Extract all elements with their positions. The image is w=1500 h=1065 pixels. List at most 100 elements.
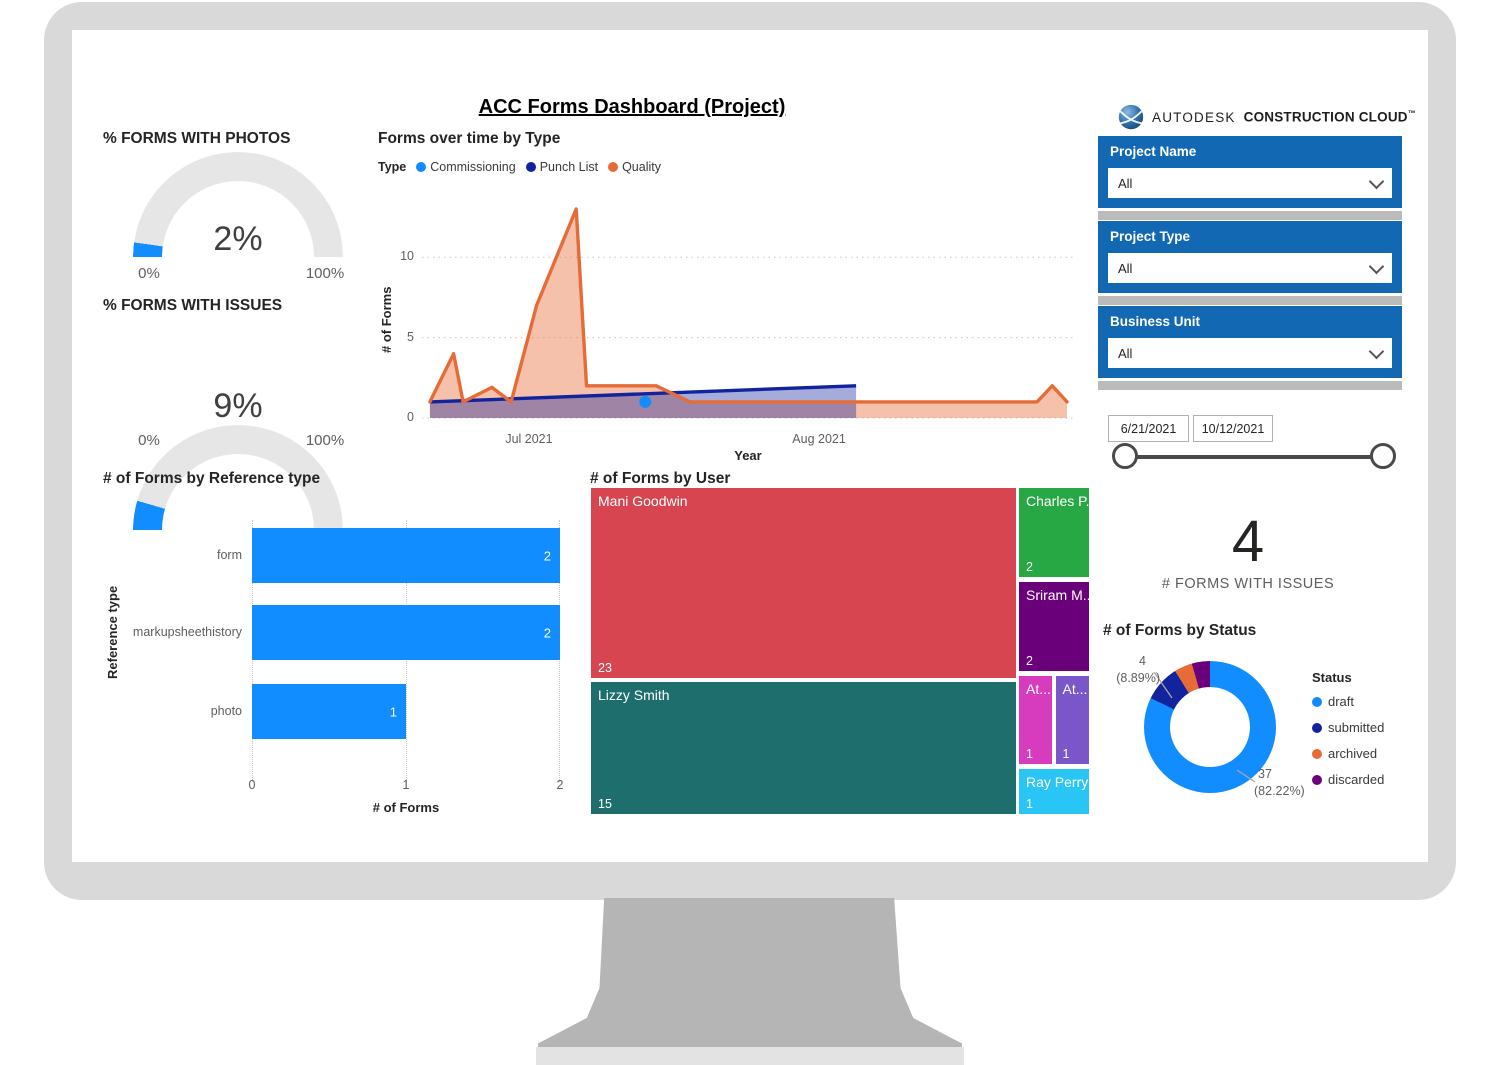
- gauge-photos-min: 0%: [138, 265, 160, 282]
- kpi-label: # FORMS WITH ISSUES: [1161, 576, 1335, 592]
- x-tick-jul-2021: Jul 2021: [505, 432, 553, 446]
- gauge-issues-min: 0%: [138, 432, 160, 449]
- treemap-tile-charles-p[interactable]: Charles P... 2: [1018, 487, 1090, 578]
- chevron-down-icon: [1368, 258, 1385, 274]
- treemap-tile-ray-perry[interactable]: Ray Perry 1: [1018, 768, 1090, 815]
- donut-callout-draft-pct: (82.22%): [1254, 784, 1305, 798]
- legend-item-archived[interactable]: archived: [1312, 746, 1384, 761]
- bar-photo[interactable]: 1: [252, 684, 406, 739]
- y-tick-5: 5: [407, 329, 414, 344]
- treemap-title: # of Forms by User: [590, 470, 731, 487]
- treemap-tile-at[interactable]: At... 1: [1018, 675, 1053, 766]
- tile-value: 1: [1026, 796, 1033, 811]
- legend-dot: [608, 162, 619, 172]
- treemap-tile-mani-goodwin[interactable]: Mani Goodwin 23: [590, 487, 1017, 679]
- legend-dot: [1312, 774, 1322, 785]
- legend-item-quality[interactable]: Quality: [608, 160, 661, 174]
- line-chart-xlabel: Year: [734, 448, 762, 463]
- tile-value: 23: [598, 660, 612, 675]
- card-shadow: [1098, 296, 1402, 305]
- bar-xtick-2: 2: [556, 778, 564, 792]
- tile-name: Ray Perry: [1026, 774, 1089, 791]
- treemap-forms-by-user[interactable]: Mani Goodwin 23 Lizzy Smith 15 Charles P... 2…: [590, 487, 1090, 815]
- slicer-label: Project Type: [1110, 229, 1191, 244]
- treemap-tile-at[interactable]: At... 1: [1054, 675, 1090, 766]
- monitor-stand-base: [536, 1047, 964, 1065]
- dropdown-value: All: [1118, 260, 1133, 276]
- gauge-photos-max: 100%: [305, 265, 345, 282]
- tile-value: 1: [1062, 747, 1070, 762]
- tile-value: 1: [1026, 747, 1033, 762]
- date-slider-handle-end[interactable]: [1370, 443, 1396, 469]
- legend-item-draft[interactable]: draft: [1312, 694, 1384, 709]
- trademark: ™: [1407, 109, 1416, 119]
- y-tick-10: 10: [400, 249, 414, 264]
- donut-callout-draft-value: 37: [1258, 767, 1272, 781]
- tile-name: At...: [1026, 681, 1051, 698]
- legend-item-discarded[interactable]: discarded: [1312, 772, 1384, 787]
- date-slider-handle-start[interactable]: [1112, 443, 1138, 469]
- bar-chart-title: # of Forms by Reference type: [103, 470, 321, 487]
- donut-chart-title: # of Forms by Status: [1103, 622, 1257, 639]
- bar-category-photo: photo: [210, 704, 242, 718]
- bar-chart-plot[interactable]: 2 2 1: [252, 520, 560, 782]
- slicer-label: Project Name: [1110, 144, 1197, 159]
- dropdown-value: All: [1118, 345, 1133, 361]
- line-chart-title: Forms over time by Type: [378, 130, 561, 147]
- bar-chart-xlabel: # of Forms: [372, 800, 440, 815]
- y-tick-0: 0: [407, 410, 414, 424]
- tile-name: Mani Goodwin: [598, 493, 688, 509]
- tile-value: 15: [598, 796, 612, 811]
- slicer-label: Business Unit: [1110, 314, 1201, 329]
- line-chart-legend: Type Commissioning Punch List Quality: [378, 160, 661, 174]
- tile-name: Charles P...: [1026, 493, 1090, 509]
- tile-value: 2: [1026, 653, 1033, 668]
- legend-dot: [1312, 722, 1322, 733]
- card-shadow: [1098, 211, 1402, 220]
- legend-item-submitted[interactable]: submitted: [1312, 720, 1384, 735]
- bar-form[interactable]: 2: [252, 528, 560, 583]
- monitor-stand-neck: [538, 898, 962, 1048]
- tile-value: 2: [1026, 559, 1033, 574]
- bar-chart-ylabel: Reference type: [105, 585, 120, 680]
- dashboard-screen: ACC Forms Dashboard (Project) % FORMS WI…: [72, 30, 1428, 862]
- gauge-photos-title: % FORMS WITH PHOTOS: [103, 130, 291, 147]
- legend-dot: [1312, 696, 1322, 707]
- page-title: ACC Forms Dashboard (Project): [478, 96, 786, 118]
- chevron-down-icon: [1368, 173, 1385, 189]
- date-end-input[interactable]: 10/12/2021: [1193, 415, 1273, 442]
- gauge-issues-value: 9%: [213, 387, 263, 425]
- treemap-tile-sriram-m[interactable]: Sriram M... 2: [1018, 581, 1090, 672]
- donut-callout-lines: [1153, 671, 1256, 783]
- project-name-dropdown[interactable]: All: [1108, 168, 1392, 198]
- gauge-issues-max: 100%: [305, 432, 345, 449]
- logo-brand: AUTODESK: [1152, 109, 1236, 125]
- slicer-project-type: Project Type All: [1098, 221, 1402, 293]
- treemap-tile-lizzy-smith[interactable]: Lizzy Smith 15: [590, 681, 1017, 815]
- date-slider-track[interactable]: [1125, 455, 1383, 459]
- donut-forms-by-status[interactable]: [1144, 661, 1276, 793]
- donut-callout-submitted-value: 4: [1139, 654, 1146, 668]
- line-chart-plot[interactable]: [420, 200, 1075, 430]
- legend-item-punch-list[interactable]: Punch List: [525, 160, 598, 174]
- business-unit-dropdown[interactable]: All: [1108, 338, 1392, 368]
- bar-xtick-1: 1: [402, 778, 410, 792]
- x-tick-aug-2021: Aug 2021: [792, 432, 846, 446]
- bar-value-label: 2: [543, 625, 551, 640]
- date-start-input[interactable]: 6/21/2021: [1108, 415, 1189, 442]
- tile-name: Sriram M...: [1026, 587, 1090, 604]
- legend-dot: [416, 162, 427, 172]
- kpi-value: 4: [1231, 509, 1265, 574]
- slicer-project-name: Project Name All: [1098, 136, 1402, 208]
- card-shadow: [1098, 381, 1402, 390]
- bar-markupsheethistory[interactable]: 2: [252, 605, 560, 660]
- donut-legend-title: Status: [1312, 670, 1352, 685]
- gauge-photos-value: 2%: [213, 220, 263, 258]
- project-type-dropdown[interactable]: All: [1108, 253, 1392, 283]
- chevron-down-icon: [1368, 343, 1385, 359]
- donut-callout-submitted-pct: (8.89%): [1116, 671, 1160, 685]
- legend-item-commissioning[interactable]: Commissioning: [416, 160, 516, 174]
- donut-hole: [1170, 687, 1250, 767]
- slicer-business-unit: Business Unit All: [1098, 306, 1402, 378]
- gauge-issues-title: % FORMS WITH ISSUES: [103, 297, 283, 314]
